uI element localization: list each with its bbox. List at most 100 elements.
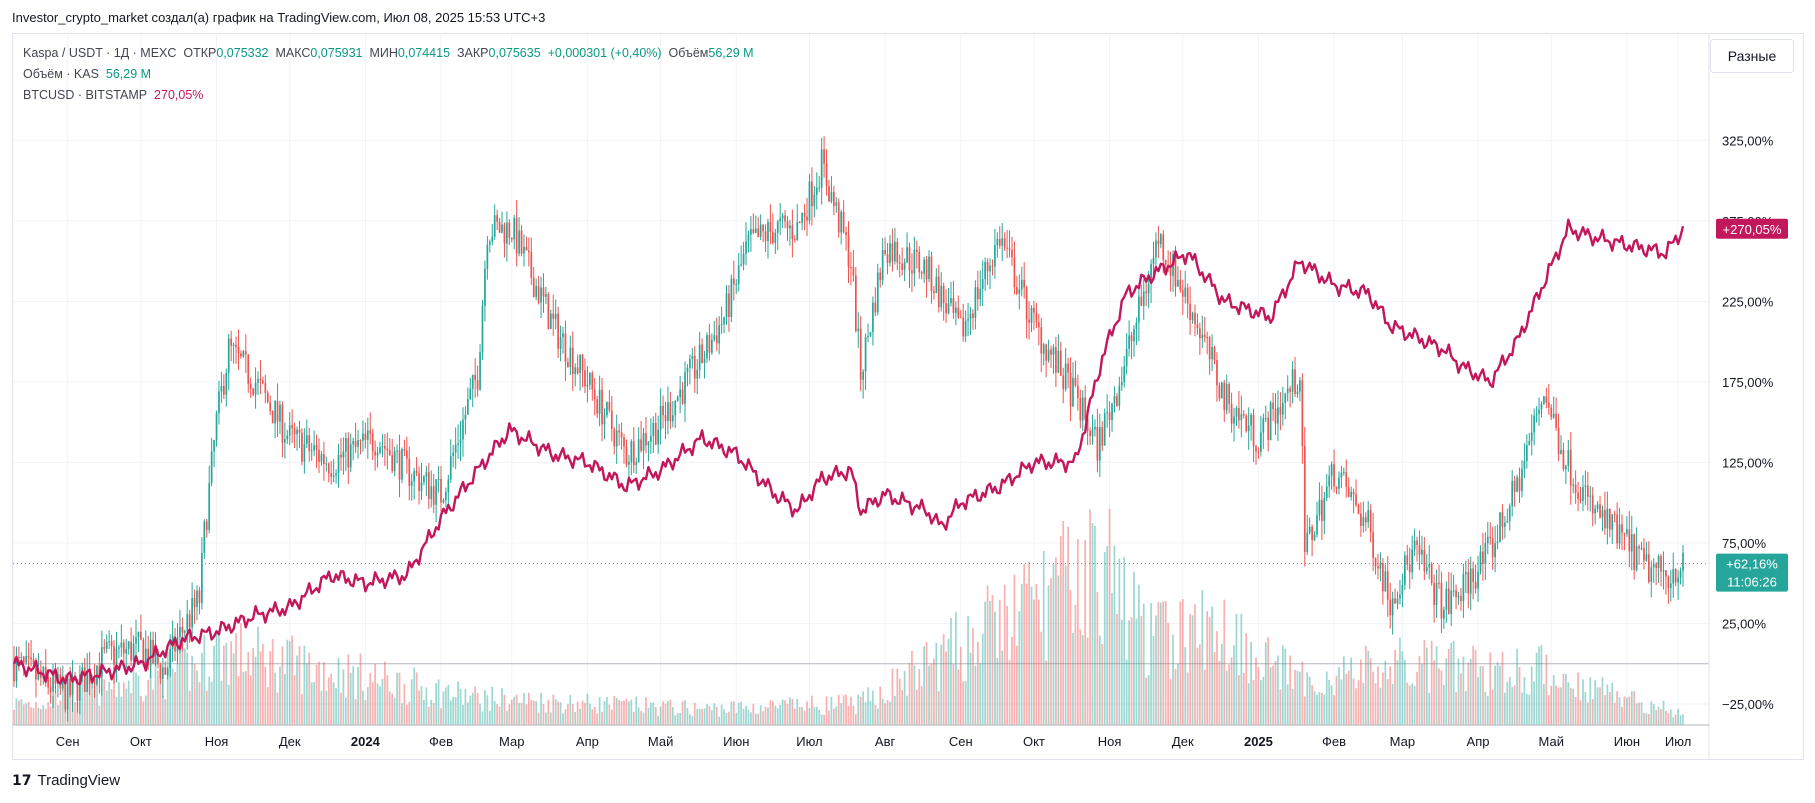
- volume-bar: [1235, 613, 1238, 725]
- volume-bar: [715, 706, 718, 725]
- volume-bar: [1596, 687, 1599, 725]
- candle-body: [703, 358, 706, 364]
- volume-bar: [923, 646, 925, 725]
- candle-body: [613, 429, 616, 447]
- volume-bar: [574, 711, 577, 725]
- candle-body: [349, 444, 352, 468]
- candle-body: [715, 335, 718, 344]
- volume-bar: [86, 678, 89, 725]
- volume-bar: [1606, 684, 1609, 725]
- candle-body: [711, 339, 713, 353]
- kas-last-badge: [1716, 553, 1788, 592]
- candle-body: [1345, 471, 1348, 488]
- volume-bar: [640, 711, 642, 725]
- candle-body: [484, 268, 486, 306]
- candle-body: [196, 590, 198, 607]
- candle-body: [44, 666, 47, 677]
- volume-bar: [686, 708, 689, 725]
- candle-body: [1277, 407, 1279, 424]
- x-tick-label: Окт: [1023, 734, 1045, 749]
- volume-bar: [1281, 645, 1284, 725]
- candle-body: [691, 355, 694, 360]
- volume-bar: [1657, 706, 1660, 725]
- volume-bar: [440, 708, 442, 725]
- volume-bar: [181, 644, 184, 725]
- candle-body: [381, 445, 384, 448]
- volume-bar: [1377, 666, 1379, 725]
- candle-body: [833, 191, 835, 207]
- candle-body: [1208, 337, 1211, 360]
- candle-body: [405, 450, 408, 459]
- volume-bar: [1264, 642, 1267, 725]
- volume-bar: [554, 699, 557, 725]
- volume-bar: [13, 709, 15, 725]
- candle-body: [908, 247, 911, 271]
- legend-symbol[interactable]: Kaspa / USDT · 1Д · MEXC: [23, 46, 177, 60]
- candle-body: [462, 419, 464, 440]
- legend-compare[interactable]: BTCUSD · BITSTAMP 270,05%: [23, 88, 203, 102]
- candle-body: [1147, 284, 1150, 294]
- volume-bar: [1338, 667, 1340, 725]
- candle-body: [1296, 391, 1299, 394]
- volume-bar: [354, 699, 357, 725]
- volume-bar: [388, 691, 391, 725]
- candle-body: [281, 404, 284, 443]
- candle-body: [552, 313, 555, 319]
- candle-body: [1647, 554, 1650, 582]
- legend-open-value: 0,075332: [216, 46, 269, 60]
- candle-body: [442, 499, 445, 503]
- y-tick-label: 225,00%: [1722, 294, 1774, 309]
- volume-bar: [1052, 564, 1055, 725]
- candle-body: [140, 631, 142, 640]
- candle-body: [576, 367, 579, 374]
- candle-body: [340, 454, 342, 458]
- candle-body: [1464, 572, 1467, 574]
- volume-bar: [1142, 603, 1145, 725]
- volume-bar: [110, 689, 113, 725]
- volume-bar: [323, 662, 325, 725]
- candle-body: [493, 215, 496, 237]
- candle-body: [474, 374, 477, 381]
- candle-body: [1152, 257, 1155, 265]
- candle-body: [1613, 514, 1616, 516]
- volume-bar: [20, 699, 23, 725]
- candle-body: [754, 228, 757, 233]
- volume-bar: [310, 682, 313, 725]
- candle-body: [759, 224, 762, 238]
- volume-bar: [1255, 657, 1257, 725]
- volume-bar: [1118, 558, 1121, 725]
- scale-mode-button[interactable]: Разные: [1710, 39, 1794, 73]
- candle-body: [374, 451, 376, 456]
- volume-bar: [1584, 692, 1587, 725]
- candle-body: [276, 400, 279, 422]
- candle-body: [1079, 397, 1082, 421]
- volume-bar: [1260, 680, 1262, 725]
- volume-bar: [61, 688, 64, 725]
- legend-volume-study[interactable]: Объём · KAS 56,29 M: [23, 67, 151, 81]
- candle-body: [391, 455, 394, 472]
- candle-body: [1255, 446, 1257, 452]
- candle-body: [564, 333, 567, 362]
- candle-body: [654, 422, 657, 445]
- volume-bar: [1191, 615, 1194, 725]
- volume-bar: [576, 701, 579, 725]
- candle-body: [1196, 324, 1199, 329]
- volume-bar: [1623, 696, 1626, 725]
- candle-body: [723, 317, 725, 325]
- candle-body: [1091, 429, 1094, 437]
- candle-body: [1062, 375, 1065, 390]
- volume-bar: [1386, 679, 1389, 725]
- volume-bar: [933, 658, 935, 725]
- volume-bar: [1159, 602, 1162, 725]
- candle-body: [1577, 492, 1579, 499]
- volume-bar: [1652, 703, 1655, 725]
- candle-body: [379, 447, 381, 453]
- volume-bar: [130, 693, 132, 725]
- volume-bar: [1613, 702, 1616, 725]
- volume-bar: [603, 700, 606, 725]
- candle-body: [523, 246, 525, 254]
- footer-brand[interactable]: 17 TradingView: [12, 772, 120, 789]
- candle-body: [1669, 583, 1672, 588]
- volume-bar: [281, 646, 284, 725]
